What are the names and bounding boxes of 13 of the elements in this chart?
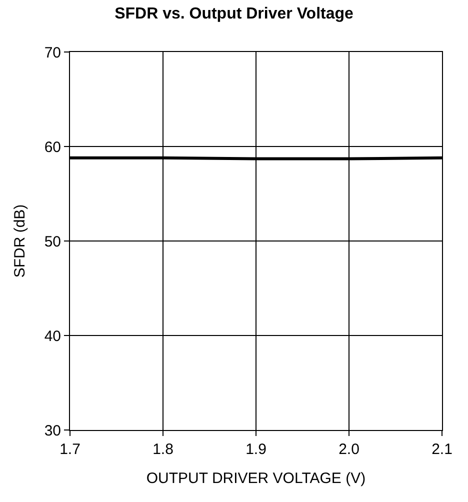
x-axis-title: OUTPUT DRIVER VOLTAGE (V) (146, 470, 366, 487)
y-tick-label: 40 (44, 328, 61, 345)
y-tick-label: 50 (44, 233, 61, 250)
y-axis-title: SFDR (dB) (12, 204, 29, 278)
x-tick-label: 1.8 (152, 441, 174, 458)
x-tick-label: 2.1 (432, 441, 452, 458)
y-tick-label: 70 (44, 44, 61, 62)
y-tick-label: 60 (44, 138, 61, 156)
y-tick-label: 30 (44, 422, 61, 440)
chart-title: SFDR vs. Output Driver Voltage (114, 6, 354, 23)
x-tick-label: 2.0 (338, 441, 360, 458)
x-tick-label: 1.9 (246, 441, 266, 458)
x-tick-label: 1.7 (60, 441, 80, 458)
